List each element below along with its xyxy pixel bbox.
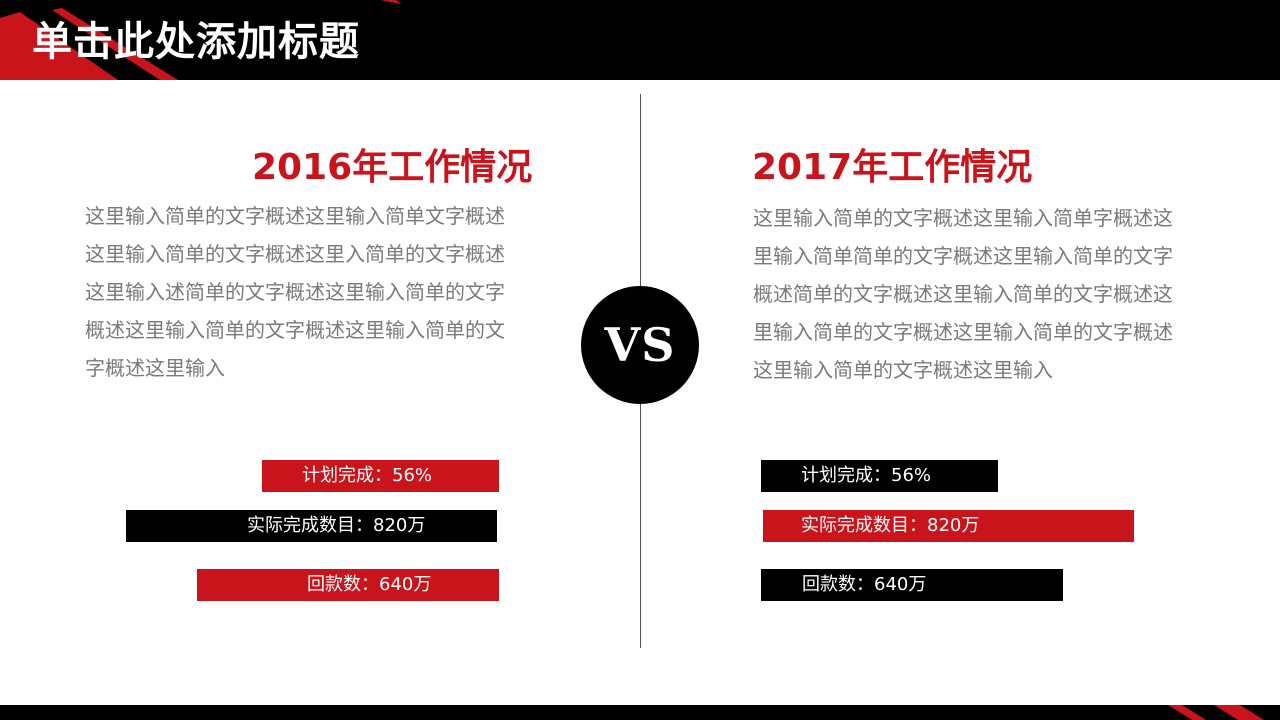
footer-red-stripe [1168,705,1264,720]
left-column-title[interactable]: 2016年工作情况 [252,147,533,188]
right-column-title[interactable]: 2017年工作情况 [752,147,1033,188]
vs-badge: VS [581,286,699,404]
left-stat-actual-label: 实际完成数目：820万 [247,515,426,536]
left-stat-payment-label: 回款数：640万 [307,574,432,595]
footer-bar [0,705,1280,720]
right-stat-payment-bar[interactable]: 回款数：640万 [761,569,1063,601]
right-stat-actual-bar[interactable]: 实际完成数目：820万 [763,510,1134,542]
left-stat-plan-label: 计划完成：56% [302,465,433,486]
left-stat-plan-bar[interactable]: 计划完成：56% [262,460,499,492]
slide-title[interactable]: 单击此处添加标题 [32,19,360,65]
right-column-text[interactable]: 这里输入简单的文字概述这里输入简单字概述这里输入简单简单的文字概述这里输入简单的… [753,206,1173,382]
right-stat-plan-label: 计划完成：56% [801,465,932,486]
header-bar: 单击此处添加标题 [0,0,1280,80]
right-stat-payment-label: 回款数：640万 [802,574,927,595]
right-stat-actual-label: 实际完成数目：820万 [801,515,980,536]
header-red-stripe [0,0,402,80]
left-column-text[interactable]: 这里输入简单的文字概述这里输入简单文字概述这里输入简单的文字概述这里入简单的文字… [85,204,505,380]
left-stat-actual-bar[interactable]: 实际完成数目：820万 [126,510,497,542]
right-stat-plan-bar[interactable]: 计划完成：56% [761,460,998,492]
left-stat-payment-bar[interactable]: 回款数：640万 [197,569,499,601]
